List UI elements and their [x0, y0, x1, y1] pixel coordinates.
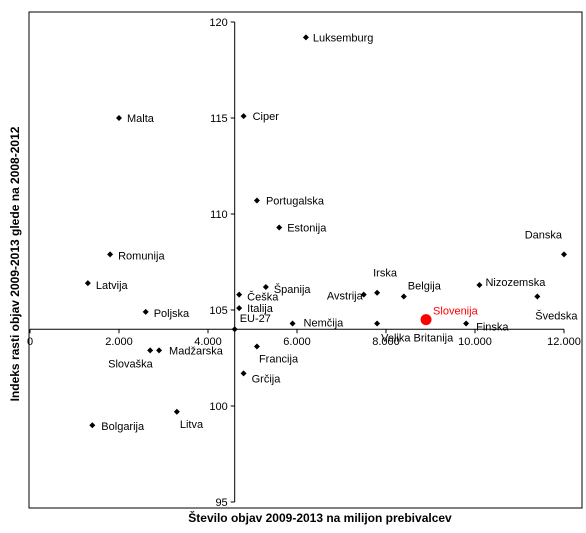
point-label-italija: Italija [247, 303, 274, 315]
data-points [84, 34, 567, 429]
data-point-litva [173, 408, 180, 415]
data-point-luksemburg [302, 34, 309, 41]
point-label-avstrija: Avstrija [327, 291, 364, 303]
data-point-češka [236, 291, 243, 298]
x-axis-title: Število objav 2009-2013 na milijon prebi… [188, 510, 452, 525]
point-label-španija: Španija [274, 283, 312, 296]
point-label-velika-britanija: Velika Britanija [381, 332, 454, 344]
point-label-romunija: Romunija [118, 250, 165, 262]
data-point-nemčija [289, 320, 296, 327]
data-point-finska [463, 320, 470, 327]
data-point-nizozemska [476, 282, 483, 289]
y-tick-label: 105 [209, 305, 227, 317]
axes [29, 21, 565, 503]
point-label-belgija: Belgija [408, 281, 442, 293]
plot-area-frame [28, 11, 583, 509]
data-point-belgija [400, 293, 407, 300]
point-label-slovenija: Slovenija [433, 306, 479, 318]
data-point-grčija [240, 370, 247, 377]
point-label-malta: Malta [127, 113, 155, 125]
x-tick-label: 4.000 [194, 336, 222, 348]
data-point-španija [262, 283, 269, 290]
point-label-litva: Litva [180, 419, 204, 431]
x-tick-label: 0 [27, 336, 33, 348]
x-tick-label: 10.000 [458, 336, 492, 348]
point-label-grčija: Grčija [252, 373, 282, 385]
data-point-eu-27 [231, 326, 238, 333]
data-point-italija [236, 305, 243, 312]
point-label-češka: Češka [247, 291, 279, 304]
point-label-finska: Finska [476, 321, 509, 333]
y-tick-label: 110 [210, 209, 228, 221]
data-point-avstrija [360, 291, 367, 298]
point-label-bolgarija: Bolgarija [101, 421, 145, 433]
point-label-irska: Irska [373, 268, 398, 280]
tick-labels: 0 2.000 4.000 6.000 8.000 10.000 12.000 95 100 10… [27, 17, 581, 509]
point-label-nizozemska: Nizozemska [485, 277, 546, 289]
data-point-bolgarija [89, 422, 96, 429]
data-point-romunija [107, 251, 114, 258]
data-point-madžarska [156, 347, 163, 354]
x-tick-label: 2.000 [105, 336, 133, 348]
point-label-eu-27: EU-27 [240, 313, 271, 325]
data-point-estonija [276, 224, 283, 231]
data-point-poljska [142, 308, 149, 315]
x-tick-label: 6.000 [283, 336, 311, 348]
y-tick-label: 120 [209, 17, 227, 29]
point-label-ciper: Ciper [253, 111, 280, 123]
y-tick-label: 95 [215, 497, 227, 509]
point-label-nemčija: Nemčija [304, 317, 345, 329]
point-label-latvija: Latvija [96, 280, 129, 292]
y-axis-title: Indeks rasti objav 2009-2013 glede na 20… [8, 126, 22, 401]
data-point-portugalska [253, 197, 260, 204]
point-label-slovaška: Slovaška [108, 358, 154, 370]
x-tick-label: 12.000 [547, 336, 581, 348]
data-point-slovaška [147, 347, 154, 354]
data-point-velika-britanija [374, 320, 381, 327]
point-label-portugalska: Portugalska [266, 196, 325, 208]
data-point-irska [374, 289, 381, 296]
point-label-švedska: Švedska [535, 310, 578, 323]
data-point-ciper [240, 113, 247, 120]
data-point-francija [253, 343, 260, 350]
point-label-luksemburg: Luksemburg [313, 32, 374, 44]
data-point-švedska [534, 293, 541, 300]
point-label-danska: Danska [525, 229, 563, 241]
y-tick-label: 115 [210, 113, 228, 125]
y-tick-label: 100 [209, 401, 227, 413]
data-point-malta [116, 115, 122, 121]
point-label-francija: Francija [259, 353, 299, 365]
point-label-poljska: Poljska [154, 308, 190, 320]
data-point-latvija [84, 280, 91, 287]
point-label-madžarska: Madžarska [169, 345, 224, 357]
x-tick-label: 8.000 [372, 336, 400, 348]
data-point-danska [561, 251, 567, 258]
data-point-slovenija [420, 314, 432, 326]
point-label-estonija: Estonija [287, 222, 327, 234]
point-labels: Luksemburg Malta Ciper Portugalska Estonija D… [96, 32, 579, 433]
